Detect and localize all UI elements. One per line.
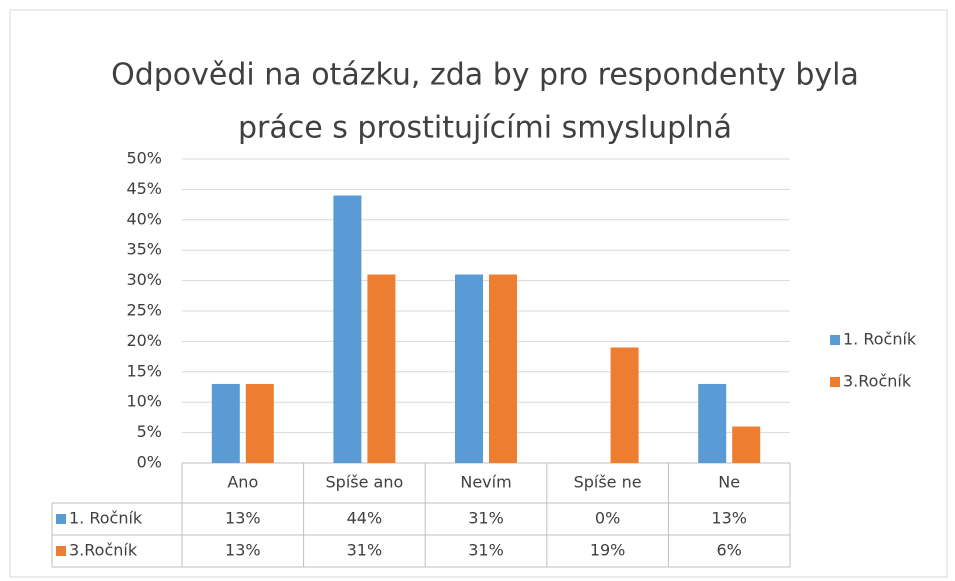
chart-title: Odpovědi na otázku, zda by pro responden… — [111, 58, 859, 93]
table-value: 13% — [711, 509, 747, 528]
category-label: Spíše ano — [326, 473, 404, 492]
bar — [211, 383, 240, 463]
bar — [698, 383, 727, 463]
y-tick-label: 0% — [137, 453, 162, 472]
bar — [732, 426, 761, 463]
table-series-name: 3.Ročník — [69, 541, 138, 560]
y-tick-label: 5% — [137, 422, 162, 441]
legend-label: 1. Ročník — [843, 330, 917, 349]
legend-swatch — [830, 335, 840, 345]
bar — [489, 274, 517, 463]
bar — [245, 383, 274, 463]
category-label: Ano — [227, 473, 258, 492]
table-value: 19% — [590, 541, 626, 560]
table-legend-swatch — [56, 514, 66, 524]
y-tick-label: 40% — [126, 209, 162, 228]
chart-subtitle: práce s prostitujícími smysluplná — [238, 111, 732, 146]
bar — [333, 195, 362, 464]
bar — [455, 274, 483, 463]
y-tick-label: 35% — [126, 240, 162, 259]
category-label: Spíše ne — [574, 473, 642, 492]
table-value: 13% — [225, 541, 261, 560]
table-series-name: 1. Ročník — [69, 509, 143, 528]
table-value: 31% — [347, 541, 383, 560]
table-value: 44% — [347, 509, 383, 528]
category-label: Nevím — [460, 473, 511, 492]
legend-swatch — [830, 377, 840, 387]
table-value: 13% — [225, 509, 261, 528]
table-value: 6% — [717, 541, 742, 560]
table-value: 31% — [468, 509, 504, 528]
y-tick-label: 45% — [126, 179, 162, 198]
table-legend-swatch — [56, 546, 66, 556]
y-tick-label: 50% — [126, 149, 162, 168]
legend-label: 3.Ročník — [843, 372, 912, 391]
y-tick-label: 20% — [126, 331, 162, 350]
bar — [610, 347, 639, 463]
y-tick-label: 10% — [126, 392, 162, 411]
table-value: 31% — [468, 541, 504, 560]
category-label: Ne — [718, 473, 740, 492]
y-tick-label: 15% — [126, 361, 162, 380]
y-tick-label: 25% — [126, 301, 162, 320]
bar — [367, 274, 396, 463]
table-value: 0% — [595, 509, 620, 528]
y-tick-label: 30% — [126, 270, 162, 289]
